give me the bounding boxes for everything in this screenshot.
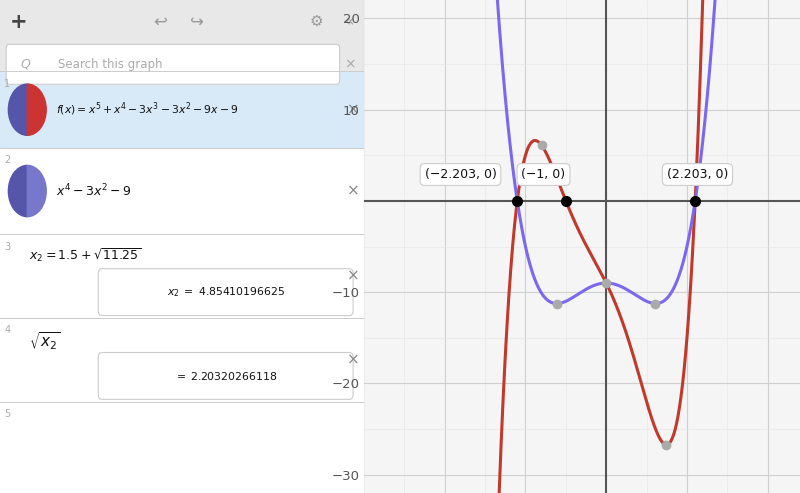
Text: ×: × bbox=[346, 352, 359, 367]
Text: (−1, 0): (−1, 0) bbox=[522, 168, 566, 181]
Wedge shape bbox=[8, 84, 27, 136]
Text: $x_2=1.5+\sqrt{11.25}$: $x_2=1.5+\sqrt{11.25}$ bbox=[29, 246, 142, 264]
FancyBboxPatch shape bbox=[0, 318, 364, 402]
Text: Q: Q bbox=[21, 58, 30, 71]
Text: ⚙: ⚙ bbox=[310, 14, 323, 29]
FancyBboxPatch shape bbox=[6, 44, 340, 84]
FancyBboxPatch shape bbox=[0, 0, 364, 43]
FancyBboxPatch shape bbox=[0, 71, 364, 148]
Text: (−2.203, 0): (−2.203, 0) bbox=[425, 168, 497, 181]
Text: ×: × bbox=[346, 183, 359, 199]
FancyBboxPatch shape bbox=[98, 352, 353, 399]
Text: ×: × bbox=[344, 57, 355, 71]
Text: 4: 4 bbox=[4, 325, 10, 335]
Text: $f(x)=x^5+x^4-3x^3-3x^2-9x-9$: $f(x)=x^5+x^4-3x^3-3x^2-9x-9$ bbox=[57, 101, 239, 118]
Text: 3: 3 bbox=[4, 242, 10, 251]
Wedge shape bbox=[27, 84, 46, 136]
Text: 1: 1 bbox=[4, 79, 10, 89]
Wedge shape bbox=[8, 165, 27, 217]
Text: $x_2\;=\;4.85410196625$: $x_2\;=\;4.85410196625$ bbox=[166, 285, 285, 299]
Wedge shape bbox=[27, 165, 46, 217]
FancyBboxPatch shape bbox=[98, 269, 353, 316]
Text: «: « bbox=[345, 14, 354, 29]
Text: $x^4-3x^2-9$: $x^4-3x^2-9$ bbox=[57, 183, 132, 199]
Text: ↪: ↪ bbox=[190, 13, 203, 31]
Text: $\sqrt{x_2}$: $\sqrt{x_2}$ bbox=[29, 330, 60, 352]
Text: $=\;2.20320266118$: $=\;2.20320266118$ bbox=[174, 370, 278, 382]
Text: ×: × bbox=[346, 269, 359, 283]
Text: 5: 5 bbox=[4, 409, 10, 419]
Text: 2: 2 bbox=[4, 155, 10, 165]
Text: ↩: ↩ bbox=[154, 13, 167, 31]
Text: ×: × bbox=[346, 102, 359, 117]
Text: Search this graph: Search this graph bbox=[58, 58, 162, 71]
Text: (2.203, 0): (2.203, 0) bbox=[666, 168, 728, 181]
FancyBboxPatch shape bbox=[0, 402, 364, 493]
FancyBboxPatch shape bbox=[0, 148, 364, 234]
Text: +: + bbox=[10, 12, 27, 32]
FancyBboxPatch shape bbox=[0, 234, 364, 318]
